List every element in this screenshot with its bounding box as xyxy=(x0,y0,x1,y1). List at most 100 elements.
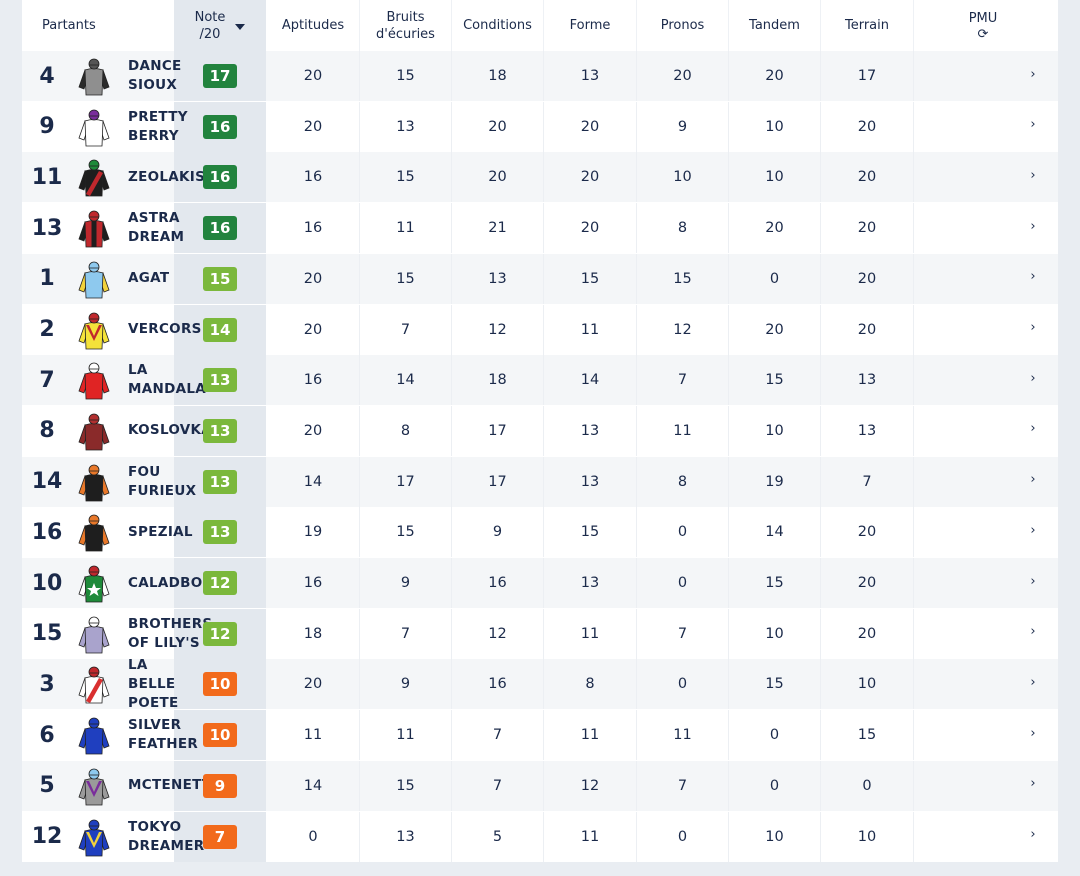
score-forme: 15 xyxy=(544,507,637,558)
score-aptitudes: 20 xyxy=(267,304,360,355)
chevron-right-icon[interactable]: › xyxy=(1030,167,1036,183)
score-bruits: 7 xyxy=(360,608,452,659)
header-note[interactable]: Note /20 xyxy=(174,0,266,51)
runner-name[interactable]: SILVER FEATHER xyxy=(128,717,199,753)
chevron-right-icon[interactable]: › xyxy=(1030,624,1036,640)
table-row[interactable]: 4 DANCE SIOUX 17 20 15 18 13 20 20 17 › xyxy=(22,51,1058,101)
runner-name[interactable]: VERCORS xyxy=(128,321,202,337)
score-conditions: 18 xyxy=(452,51,544,101)
score-pronos: 7 xyxy=(637,608,729,659)
runner-name[interactable]: SPEZIAL xyxy=(128,523,193,540)
runner-number: 7 xyxy=(39,367,55,393)
note-badge: 16 xyxy=(203,165,237,190)
runner-number: 16 xyxy=(31,519,63,545)
score-tandem: 15 xyxy=(729,659,821,710)
chevron-right-icon[interactable]: › xyxy=(1030,776,1036,792)
score-pronos: 7 xyxy=(637,760,729,811)
table-row[interactable]: 11 ZEOLAKIS 16 16 15 20 20 10 10 20 › xyxy=(22,152,1058,203)
runner-name[interactable]: AGAT xyxy=(128,270,170,287)
runner-number: 1 xyxy=(39,266,55,292)
score-conditions: 7 xyxy=(452,710,544,761)
runner-name[interactable]: PRETTY BERRY xyxy=(128,108,188,144)
table-row[interactable]: 14 FOU FURIEUX 13 14 17 17 13 8 19 7 › xyxy=(22,456,1058,507)
table-row[interactable]: 5 MCTENETT 9 14 15 7 12 7 0 0 › xyxy=(22,760,1058,811)
table-row[interactable]: 2 VERCORS 14 20 7 12 11 12 20 20 › xyxy=(22,304,1058,355)
header-tandem[interactable]: Tandem xyxy=(729,0,821,51)
runner-name[interactable]: FOU FURIEUX xyxy=(128,463,197,499)
score-terrain: 17 xyxy=(821,51,914,101)
runner-name[interactable]: LA BELLE POETE xyxy=(128,656,179,711)
score-terrain: 20 xyxy=(821,304,914,355)
score-pronos: 0 xyxy=(637,558,729,608)
chevron-right-icon[interactable]: › xyxy=(1030,421,1036,437)
score-conditions: 21 xyxy=(452,203,544,254)
score-forme: 11 xyxy=(544,608,637,659)
header-forme[interactable]: Forme xyxy=(544,0,637,51)
runner-name[interactable]: BROTHERS OF LILY'S xyxy=(128,615,213,651)
caret-down-icon[interactable] xyxy=(235,23,246,30)
runner-name[interactable]: DANCE SIOUX xyxy=(128,58,182,93)
chevron-right-icon[interactable]: › xyxy=(1030,370,1036,386)
score-pronos: 8 xyxy=(637,456,729,507)
score-bruits: 11 xyxy=(360,203,452,254)
jockey-silk-icon xyxy=(78,819,110,856)
runner-name[interactable]: TOKYO DREAMER xyxy=(128,818,205,854)
runner-name[interactable]: LA MANDALA xyxy=(128,362,206,398)
score-terrain: 20 xyxy=(821,608,914,659)
note-badge: 12 xyxy=(203,621,237,646)
header-conditions[interactable]: Conditions xyxy=(452,0,544,51)
chevron-right-icon[interactable]: › xyxy=(1030,522,1036,538)
note-badge: 17 xyxy=(203,64,237,88)
note-badge: 16 xyxy=(203,216,237,241)
table-row[interactable]: 8 KOSLOVKA 13 20 8 17 13 11 10 13 › xyxy=(22,405,1058,456)
header-note-label: Note /20 xyxy=(194,9,226,42)
score-forme: 8 xyxy=(544,659,637,710)
runner-name[interactable]: ASTRA DREAM xyxy=(128,210,185,246)
runner-name[interactable]: CALADBOL xyxy=(128,574,212,591)
chevron-right-icon[interactable]: › xyxy=(1030,725,1036,741)
header-bruits[interactable]: Bruits d'écuries xyxy=(360,0,452,51)
chevron-right-icon[interactable]: › xyxy=(1030,472,1036,488)
table-row[interactable]: 10 CALADBOL 12 16 9 16 13 0 15 20 › xyxy=(22,558,1058,608)
table-row[interactable]: 7 LA MANDALA 13 16 14 18 14 7 15 13 › xyxy=(22,355,1058,406)
table-row[interactable]: 16 SPEZIAL 13 19 15 9 15 0 14 20 › xyxy=(22,507,1058,558)
table-row[interactable]: 13 ASTRA DREAM 16 16 11 21 20 8 20 20 › xyxy=(22,203,1058,254)
header-terrain[interactable]: Terrain xyxy=(821,0,914,51)
score-conditions: 13 xyxy=(452,253,544,304)
table-row[interactable]: 12 TOKYO DREAMER 7 0 13 5 11 0 10 10 › xyxy=(22,811,1058,862)
runner-name[interactable]: MCTENETT xyxy=(128,777,212,794)
chevron-right-icon[interactable]: › xyxy=(1030,269,1036,285)
jockey-silk-icon xyxy=(78,362,110,400)
score-tandem: 0 xyxy=(729,760,821,811)
table-row[interactable]: 6 SILVER FEATHER 10 11 11 7 11 11 0 15 › xyxy=(22,710,1058,761)
header-pmu[interactable]: PMU ⟳ xyxy=(914,0,1052,51)
table-row[interactable]: 3 LA BELLE POETE 10 20 9 16 8 0 15 10 › xyxy=(22,656,1058,711)
runner-number: 14 xyxy=(31,469,63,495)
chevron-right-icon[interactable]: › xyxy=(1030,827,1036,842)
table-row[interactable]: 1 AGAT 15 20 15 13 15 15 0 20 › xyxy=(22,253,1058,304)
score-aptitudes: 20 xyxy=(267,101,360,152)
score-conditions: 7 xyxy=(452,760,544,811)
header-pronos[interactable]: Pronos xyxy=(637,0,729,51)
chevron-right-icon[interactable]: › xyxy=(1030,218,1036,234)
header-partants[interactable]: Partants xyxy=(42,18,96,33)
score-pronos: 11 xyxy=(637,710,729,761)
chevron-right-icon[interactable]: › xyxy=(1030,674,1036,690)
table-row[interactable]: 9 PRETTY BERRY 16 20 13 20 20 9 10 20 › xyxy=(22,101,1058,152)
chevron-right-icon[interactable]: › xyxy=(1030,573,1036,589)
refresh-icon[interactable]: ⟳ xyxy=(977,26,989,42)
score-forme: 11 xyxy=(544,710,637,761)
header-aptitudes[interactable]: Aptitudes xyxy=(267,0,360,51)
score-tandem: 0 xyxy=(729,253,821,304)
runner-name[interactable]: KOSLOVKA xyxy=(128,422,213,439)
jockey-silk-icon xyxy=(78,58,110,96)
runner-name[interactable]: ZEOLAKIS xyxy=(128,168,206,185)
chevron-right-icon[interactable]: › xyxy=(1030,117,1036,133)
runner-number: 10 xyxy=(31,570,63,596)
header-pmu-label: PMU xyxy=(968,10,998,26)
jockey-silk-icon xyxy=(78,413,110,451)
chevron-right-icon[interactable]: › xyxy=(1030,66,1036,82)
score-tandem: 10 xyxy=(729,405,821,456)
chevron-right-icon[interactable]: › xyxy=(1030,320,1036,335)
table-row[interactable]: 15 BROTHERS OF LILY'S 12 18 7 12 11 7 10 20 › xyxy=(22,608,1058,659)
